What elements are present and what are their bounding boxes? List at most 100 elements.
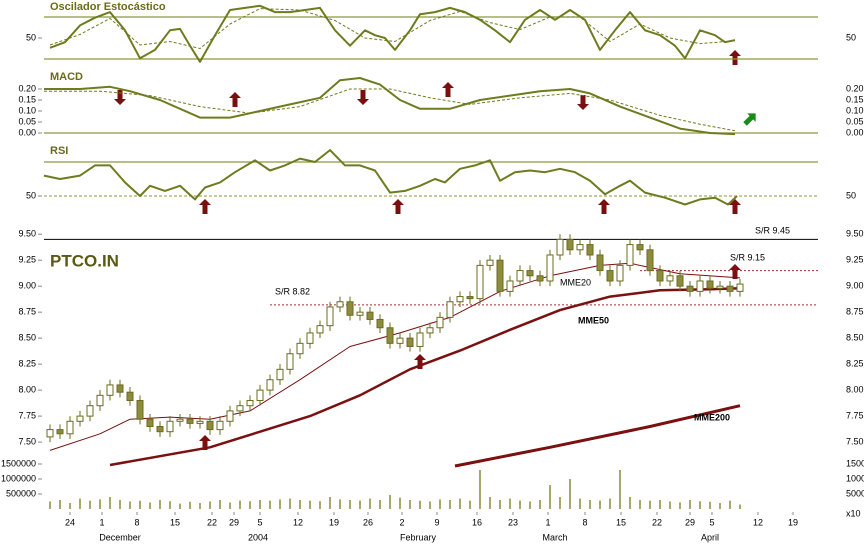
candle-body (466, 296, 474, 300)
y-tick-label-right: 50 (846, 190, 856, 200)
candle-body (456, 296, 464, 303)
y-tick-label: 0.20 (18, 83, 36, 93)
y-tick-label-right: 9.00 (846, 281, 864, 291)
candle-body (176, 418, 184, 422)
x-tick-label: 1 (545, 517, 550, 527)
candle-body (576, 244, 584, 251)
candle-body (246, 400, 254, 407)
x-group-label: April (701, 532, 719, 542)
moving-average (109, 287, 741, 467)
candle-body (226, 410, 234, 422)
candle-body (166, 420, 174, 433)
candle-body (286, 353, 294, 370)
candle-body (616, 264, 624, 282)
candle-body (546, 254, 554, 282)
candle-body (486, 259, 494, 266)
candle-body (436, 316, 444, 329)
candle-body (656, 270, 664, 282)
candle-body (136, 400, 144, 420)
candle-body (416, 332, 424, 347)
x-tick-label: 19 (329, 517, 339, 527)
candle-body (636, 244, 644, 251)
y-tick-label: 8.75 (18, 307, 36, 317)
candle-body (506, 280, 514, 292)
candle-body (376, 318, 384, 329)
candle-body (186, 418, 194, 424)
arrow (357, 90, 369, 105)
x-tick-label: 5 (709, 517, 714, 527)
candle-body (566, 238, 574, 251)
x-tick-label: 19 (788, 517, 798, 527)
candle-body (346, 301, 354, 316)
y-tick-label-right: 9.25 (846, 255, 864, 265)
candle-body (236, 405, 244, 412)
indicator-line (44, 77, 736, 136)
candle-body (396, 337, 404, 344)
arrow (229, 92, 241, 107)
candle-body (646, 249, 654, 272)
candle-body (106, 384, 114, 396)
sr-label: S/R 9.45 (755, 225, 790, 235)
y-tick-label: 1500000 (1, 458, 36, 468)
ma-label: MME200 (694, 412, 730, 422)
y-tick-label-right: 8.75 (846, 307, 864, 317)
x-group-label: December (99, 532, 141, 542)
unit-note: x10 (846, 508, 861, 518)
candle-body (596, 254, 604, 272)
sr-label: S/R 8.82 (275, 286, 310, 296)
x-group-label: February (400, 532, 437, 542)
x-tick-label: 12 (293, 517, 303, 527)
x-tick-label: 8 (582, 517, 587, 527)
x-tick-label: 29 (229, 517, 239, 527)
indicator-line (49, 4, 736, 63)
x-group-label: March (542, 532, 567, 542)
y-tick-label: 7.50 (18, 436, 36, 446)
candle-body (216, 420, 224, 431)
x-tick-label: 9 (434, 517, 439, 527)
indicator-line (43, 149, 738, 206)
y-tick-label: 50 (26, 190, 36, 200)
y-tick-label-right: 500000 (846, 488, 864, 498)
arrow (199, 199, 211, 214)
rsi-title: RSI (50, 145, 68, 157)
y-tick-label: 8.50 (18, 333, 36, 343)
y-tick-label: 8.25 (18, 359, 36, 369)
x-tick-label: 23 (508, 517, 518, 527)
candle-body (696, 280, 704, 292)
x-tick-label: 5 (257, 517, 262, 527)
candle-body (666, 275, 674, 282)
stochastic-title: Oscilador Estocástico (50, 1, 166, 13)
candle-body (526, 270, 534, 277)
x-tick-label: 12 (753, 517, 763, 527)
candle-body (276, 368, 284, 381)
candle-body (386, 327, 394, 344)
y-tick-label-right: 9.50 (846, 229, 864, 239)
x-group-label: 2004 (248, 532, 268, 542)
candle-body (366, 311, 374, 320)
y-tick-label-right: 1500000 (846, 458, 864, 468)
x-tick-label: 26 (363, 517, 373, 527)
x-tick-label: 22 (652, 517, 662, 527)
candle-body (116, 384, 124, 393)
y-tick-label: 7.75 (18, 410, 36, 420)
y-tick-label: 50 (26, 32, 36, 42)
candle-body (206, 420, 214, 431)
y-tick-label: 500000 (6, 488, 36, 498)
y-tick-label: 1000000 (1, 473, 36, 483)
candle-body (446, 301, 454, 318)
candle-body (86, 405, 94, 417)
candle-body (66, 420, 74, 435)
candle-body (96, 394, 104, 407)
candle-body (476, 264, 484, 300)
indicator-line (44, 88, 736, 132)
candle-body (516, 270, 524, 282)
candle-body (46, 429, 54, 438)
y-tick-label-right: 0.15 (846, 94, 864, 104)
y-tick-label: 8.00 (18, 384, 36, 394)
y-tick-label: 9.25 (18, 255, 36, 265)
candle-body (356, 311, 364, 316)
candle-body (56, 429, 64, 435)
indicator-line (49, 8, 736, 49)
y-tick-label: 0.15 (18, 94, 36, 104)
y-tick-label-right: 0.05 (846, 116, 864, 126)
